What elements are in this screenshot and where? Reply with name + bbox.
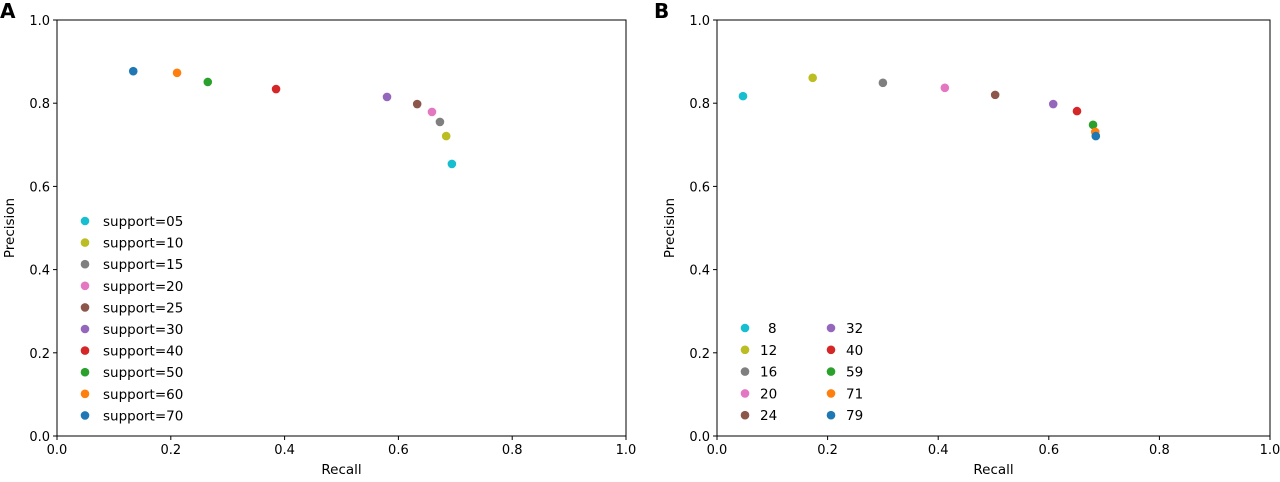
legend-marker [826,345,836,355]
data-point [427,107,437,117]
legend-label: support=15 [103,257,183,273]
data-point [990,90,1000,100]
legend-marker [826,389,836,398]
plot-frame [716,19,1271,437]
data-point [435,117,445,127]
legend-label: 59 [846,365,863,381]
y-tick-label: 1.0 [29,14,50,29]
x-tick-label: 0.8 [502,443,523,458]
x-tick-label: 1.0 [616,443,637,458]
data-point [1088,120,1098,130]
y-tick-label: 0.0 [689,430,710,445]
legend-marker [80,238,90,247]
legend-marker [740,410,750,420]
legend-label: 24 [760,408,777,424]
y-tick-label: 0.6 [689,180,710,195]
y-tick-label: 0.4 [689,264,710,279]
legend-marker [80,259,90,269]
panel-a: A 0.0 0.2 0.4 0.6 0.8 1.0 0.0 0.2 0.4 0.6 0.8 1.0 Rec… [0,0,636,478]
legend-label: support=05 [103,214,183,230]
legend-label: support=50 [103,365,183,381]
x-tick-label: 0.0 [707,443,728,458]
panel-label: B [654,0,669,23]
plot-frame [56,19,627,437]
legend-label: support=60 [103,387,183,403]
legend-label: 71 [846,386,863,402]
legend-marker [80,411,90,420]
x-tick-label: 0.8 [1149,443,1170,458]
y-axis-label: Precision [662,198,678,258]
y-tick-label: 0.2 [29,347,50,362]
data-point [808,73,817,83]
data-point [1048,99,1058,109]
data-point [203,77,213,87]
legend-label: support=25 [103,300,183,316]
data-point [1091,131,1101,141]
legend-label: support=20 [103,279,183,295]
legend-label: 79 [846,408,863,424]
legend-label: 12 [760,343,777,359]
x-tick-label: 1.0 [1260,443,1280,458]
y-axis-label: Precision [2,198,18,258]
data-point [382,92,392,102]
y-tick-label: 0.8 [689,97,710,112]
x-tick-label: 0.6 [1038,443,1059,458]
x-tick-label: 0.4 [274,443,295,458]
panel-label: A [0,0,16,23]
data-point [878,78,888,88]
legend-label: support=30 [103,322,183,338]
data-point [1072,106,1082,116]
legend-label: 20 [760,386,777,402]
data-point [172,68,182,78]
x-tick-label: 0.4 [928,443,949,458]
y-tick-label: 0.0 [29,430,50,445]
x-tick-label: 0.2 [160,443,181,458]
data-point [412,99,422,109]
legend-marker [740,323,750,333]
legend-marker [740,345,750,355]
data-point [441,131,451,141]
legend-label: 40 [846,343,863,359]
x-axis-label: Recall [973,462,1013,478]
data-point [447,159,457,169]
y-tick-label: 0.4 [29,264,50,279]
x-tick-label: 0.0 [47,443,68,458]
legend-marker [80,346,90,355]
legend-label: support=70 [103,408,183,424]
legend-marker [80,216,90,226]
y-tick-label: 0.6 [29,180,50,195]
data-point [738,91,748,101]
legend-label: 32 [846,321,863,337]
legend-marker [80,303,90,312]
legend-label: support=10 [103,236,183,252]
data-point [940,83,950,93]
legend-label: 8 [768,321,777,337]
data-point [128,66,138,76]
x-axis-label: Recall [321,462,361,478]
legend-marker [80,324,90,334]
x-tick-label: 0.2 [817,443,838,458]
legend: support=05 support=10 support=15 support=20… [80,214,183,424]
legend-marker [80,281,90,291]
legend-label: 16 [760,365,777,381]
legend-marker [740,389,750,398]
legend-marker [80,389,90,399]
legend-marker [740,367,750,376]
legend-marker [826,367,836,376]
legend-label: support=40 [103,344,183,360]
legend-marker [826,323,836,333]
legend-marker [80,367,90,377]
panel-b: B 0.0 0.2 0.4 0.6 0.8 1.0 0.0 0.2 0.4 0.6 0.8 1.0 Rec… [654,0,1280,478]
y-tick-label: 0.8 [29,97,50,112]
y-tick-label: 1.0 [689,14,710,29]
legend-marker [826,410,836,420]
legend: 8 12 16 20 24 32 40 59 71 79 [740,321,863,424]
data-point [271,84,281,94]
x-tick-label: 0.6 [388,443,409,458]
y-tick-label: 0.2 [689,347,710,362]
